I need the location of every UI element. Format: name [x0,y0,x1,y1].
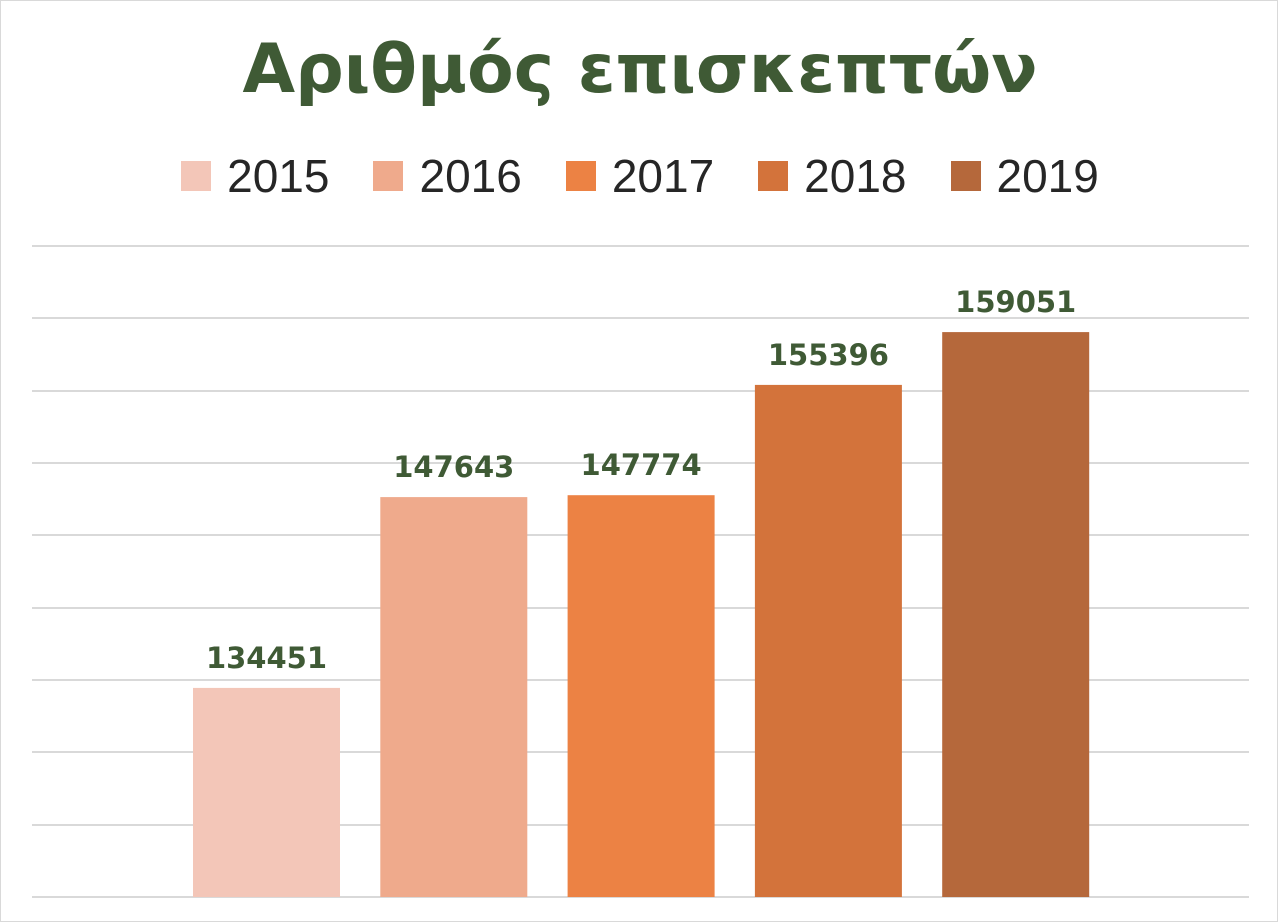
legend-swatch-2015 [181,161,212,191]
legend-swatch-2018 [758,161,789,191]
legend-label-2015: 2015 [227,150,330,202]
data-label-2016: 147643 [393,450,514,484]
legend-label-2017: 2017 [611,150,715,202]
legend-item-2016: 2016 [373,148,522,204]
legend-label-2018: 2018 [804,150,907,202]
legend-swatch-2019 [950,161,981,191]
data-label-2018: 155396 [768,338,889,372]
bar-2016 [380,497,528,897]
legend-item-2015: 2015 [181,148,329,204]
data-labels: 134451 147643 147774 155396 159051 [206,285,1076,675]
legend-swatch-2016 [373,161,404,191]
legend-label-2016: 2016 [419,150,522,202]
legend-label-2019: 2019 [996,150,1099,202]
chart-title: Αριθμός επισκεπτών [242,30,1038,109]
bar-2019 [942,332,1090,898]
legend: 2015 2016 2017 2018 2019 [0,146,1280,206]
bar-2018 [754,384,902,897]
legend-swatch-2017 [565,161,596,191]
bar-2017 [567,495,715,897]
legend-item-2017: 2017 [565,148,715,204]
bars [193,332,1090,898]
legend-item-2019: 2019 [950,148,1099,204]
data-label-2015: 134451 [206,641,327,675]
legend-item-2018: 2018 [758,148,907,204]
bar-2015 [193,687,340,897]
data-label-2019: 159051 [955,285,1076,319]
data-label-2017: 147774 [581,448,702,482]
